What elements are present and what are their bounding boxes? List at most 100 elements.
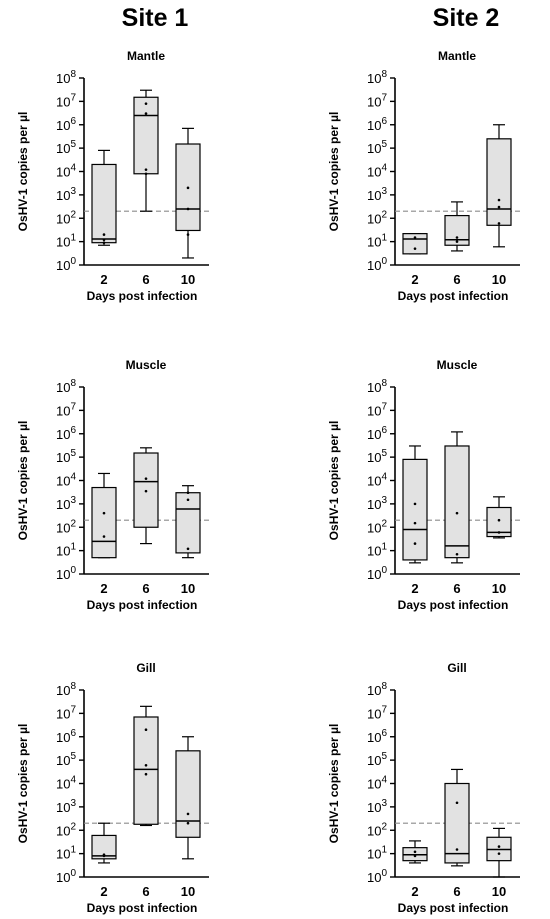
panel-title: Muscle <box>437 358 478 372</box>
box-iqr <box>444 782 470 864</box>
x-tick-label: 6 <box>142 884 149 899</box>
y-tick-label: 102 <box>367 821 387 838</box>
y-tick-label: 104 <box>367 472 387 489</box>
data-point <box>413 542 417 545</box>
x-axis-label: Days post infection <box>87 901 198 915</box>
data-point <box>144 764 148 767</box>
data-point <box>497 205 501 209</box>
data-point <box>497 531 501 534</box>
box-iqr <box>444 445 470 559</box>
y-axis-label: OsHV-1 copies per µl <box>327 421 341 541</box>
x-tick-label: 2 <box>100 884 107 899</box>
x-tick-label: 2 <box>411 581 418 596</box>
data-point <box>186 821 190 825</box>
x-tick-label: 6 <box>453 884 460 899</box>
y-tick-label: 105 <box>367 139 387 156</box>
y-tick-label: 100 <box>56 565 76 582</box>
data-point <box>497 518 501 522</box>
y-tick-label: 104 <box>367 163 387 180</box>
site-1-title: Site 1 <box>121 4 189 32</box>
data-point <box>497 222 501 225</box>
y-tick-label: 105 <box>367 448 387 465</box>
data-point <box>144 489 148 493</box>
y-tick-label: 105 <box>56 139 76 156</box>
box-iqr <box>402 458 428 561</box>
y-tick-label: 106 <box>56 116 76 133</box>
data-point <box>413 521 417 525</box>
data-point <box>497 198 501 202</box>
x-tick-label: 10 <box>181 884 195 899</box>
y-axis-label: OsHV-1 copies per µl <box>16 724 30 844</box>
y-tick-label: 101 <box>56 233 76 250</box>
data-point <box>413 854 417 858</box>
x-tick-label: 6 <box>142 272 149 287</box>
data-point <box>413 236 417 239</box>
y-tick-label: 105 <box>367 751 387 768</box>
y-tick-label: 106 <box>367 728 387 745</box>
data-point <box>144 112 148 115</box>
x-tick-label: 10 <box>492 272 506 287</box>
x-tick-label: 2 <box>411 884 418 899</box>
box-iqr <box>175 492 201 554</box>
data-point <box>413 502 417 506</box>
x-tick-label: 6 <box>453 272 460 287</box>
y-tick-label: 100 <box>367 868 387 885</box>
y-tick-label: 103 <box>367 186 387 203</box>
y-tick-label: 106 <box>367 425 387 442</box>
y-tick-label: 103 <box>56 495 76 512</box>
box-iqr <box>91 163 117 244</box>
y-tick-label: 102 <box>56 518 76 535</box>
panel-title: Muscle <box>126 358 167 372</box>
data-point <box>455 511 459 515</box>
panel-site2-muscle: Muscle100101102103104105106107108OsHV-1 … <box>327 358 520 612</box>
y-tick-label: 101 <box>56 542 76 559</box>
y-tick-label: 107 <box>56 401 76 418</box>
x-tick-label: 2 <box>100 581 107 596</box>
data-point <box>102 853 106 856</box>
data-point <box>413 850 417 854</box>
panel-title: Gill <box>447 661 466 675</box>
x-axis-label: Days post infection <box>87 289 198 303</box>
y-tick-label: 107 <box>367 92 387 109</box>
y-tick-label: 103 <box>56 798 76 815</box>
y-tick-label: 107 <box>56 704 76 721</box>
y-tick-label: 106 <box>367 116 387 133</box>
data-point <box>144 102 148 105</box>
y-tick-label: 100 <box>56 868 76 885</box>
data-point <box>102 238 106 242</box>
x-axis-label: Days post infection <box>398 901 509 915</box>
data-point <box>144 172 148 176</box>
y-tick-label: 108 <box>367 681 387 698</box>
data-point <box>102 511 106 515</box>
y-tick-label: 106 <box>56 728 76 745</box>
y-axis-label: OsHV-1 copies per µl <box>16 112 30 232</box>
data-point <box>102 241 106 244</box>
x-axis-label: Days post infection <box>398 289 509 303</box>
y-tick-label: 108 <box>367 69 387 86</box>
x-tick-label: 10 <box>492 884 506 899</box>
x-tick-label: 6 <box>453 581 460 596</box>
y-tick-label: 107 <box>367 401 387 418</box>
y-tick-label: 108 <box>56 69 76 86</box>
y-tick-label: 103 <box>367 798 387 815</box>
y-axis-label: OsHV-1 copies per µl <box>327 724 341 844</box>
y-tick-label: 103 <box>367 495 387 512</box>
y-tick-label: 106 <box>56 425 76 442</box>
data-point <box>102 535 106 538</box>
data-point <box>186 498 190 502</box>
x-tick-label: 2 <box>411 272 418 287</box>
site-2-title: Site 2 <box>432 4 500 32</box>
data-point <box>455 848 459 851</box>
data-point <box>186 547 190 551</box>
data-point <box>186 186 190 190</box>
x-axis-label: Days post infection <box>87 598 198 612</box>
y-tick-label: 108 <box>56 681 76 698</box>
data-point <box>186 812 190 816</box>
x-tick-label: 10 <box>181 272 195 287</box>
x-axis-label: Days post infection <box>398 598 509 612</box>
data-point <box>497 845 501 848</box>
box-iqr <box>133 96 159 175</box>
y-tick-label: 102 <box>56 821 76 838</box>
box-iqr <box>91 834 117 860</box>
